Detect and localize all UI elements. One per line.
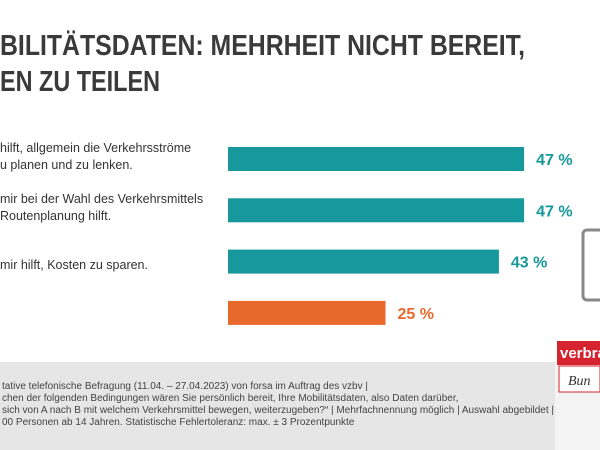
value-label: 47 % [536,203,572,220]
bar [228,198,525,223]
logo-box [558,365,600,393]
footer-line: tative telefonische Befragung (11.04. – … [2,381,368,392]
device-icon [581,228,600,302]
footer-line: sich von A nach B mit welchem Verkehrsmi… [2,405,554,416]
logo-text: verbra [560,345,600,362]
value-label: 43 % [511,255,547,272]
bar [228,300,386,325]
value-label: 25 % [398,306,434,323]
bar [228,249,499,274]
category-label: hilft, allgemein die Verkehrsströme u pl… [0,141,192,172]
category-label: mir bei der Wahl des Verkehrsmittels Rou… [0,192,204,224]
logo-box [557,341,600,365]
chart-title: EN ZU TEILEN [0,66,160,98]
footer: tative telefonische Befragung (11.04. – … [0,362,555,450]
chart-title: BILITÄTSDATEN: MEHRHEIT NICHT BEREIT, [0,29,525,62]
category-label: mir hilft, Kosten zu sparen. [0,258,148,273]
bar [228,147,525,171]
footer-line: chen der folgenden Bedingungen wären Sie… [2,393,459,404]
logo-text: Bun [568,374,591,389]
footer-line: 00 Personen ab 14 Jahren. Statistische F… [2,417,355,428]
value-label: 47 % [536,152,572,169]
